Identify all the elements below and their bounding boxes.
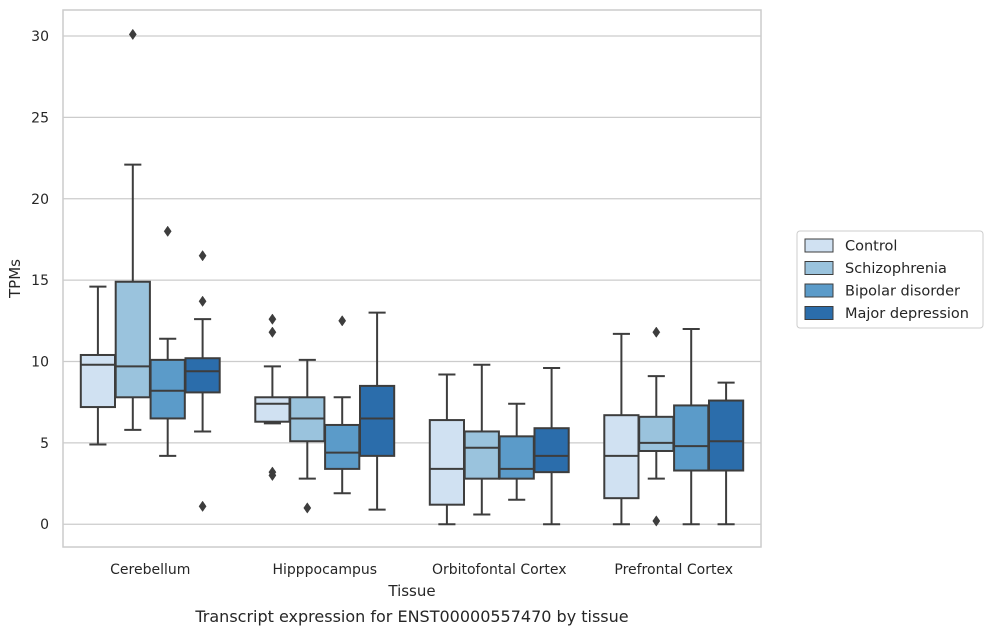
box: [498, 402, 535, 501]
box-body: [498, 435, 535, 480]
y-tick-label: 20: [31, 192, 49, 208]
x-tick-label: Cerebellum: [110, 562, 190, 578]
legend-frame: [796, 230, 984, 329]
legend: Control Schizophrenia Bipolar disorder Majo…: [796, 230, 984, 329]
box: [184, 250, 221, 512]
legend-label: Bipolar disorder: [845, 284, 960, 300]
outlier-point: [268, 469, 277, 482]
box-body: [707, 399, 745, 472]
box: [707, 381, 745, 526]
outlier-point: [652, 326, 661, 338]
outlier-point: [198, 295, 207, 307]
box-body: [533, 427, 570, 474]
box-body: [254, 396, 291, 423]
box: [358, 311, 396, 511]
legend-item: Bipolar disorder: [804, 283, 960, 300]
x-axis-ticks: Cerebellum Hipppocampus Orbitofontal Corte…: [110, 562, 733, 578]
box-body: [463, 430, 500, 480]
box-body: [114, 280, 151, 399]
box: [254, 313, 291, 482]
box-body: [149, 358, 186, 420]
legend-label: Control: [845, 239, 897, 255]
box-body: [673, 404, 710, 472]
box-body: [638, 415, 675, 452]
legend-swatch: [804, 238, 834, 253]
y-tick-label: 15: [31, 273, 49, 289]
outlier-point: [652, 515, 661, 527]
box: [114, 28, 151, 431]
plot-frame: [62, 9, 762, 548]
y-axis-ticks: 0 5 10 15 20 25 30: [31, 29, 49, 533]
box: [673, 327, 710, 526]
y-tick-label: 5: [40, 436, 49, 452]
box: [289, 358, 326, 514]
outlier-point: [338, 315, 347, 327]
outlier-point: [268, 313, 277, 325]
box: [428, 373, 466, 526]
box-body: [358, 384, 396, 457]
outlier-point: [128, 28, 137, 41]
outlier-point: [303, 502, 312, 514]
y-tick-label: 25: [31, 110, 49, 126]
legend-label: Major depression: [845, 306, 969, 322]
outlier-point: [163, 225, 172, 237]
box-body: [184, 357, 221, 394]
figure-caption: Transcript expression for ENST0000055747…: [194, 607, 628, 626]
box: [324, 315, 361, 495]
box: [533, 367, 570, 526]
box: [638, 326, 675, 527]
legend-swatch: [804, 261, 834, 275]
y-tick-label: 0: [40, 517, 49, 533]
legend-item: Control: [804, 238, 897, 255]
box-body: [79, 353, 117, 409]
box: [149, 225, 186, 457]
x-tick-label: Hipppocampus: [272, 562, 377, 578]
box: [463, 363, 500, 516]
box: [79, 285, 117, 446]
outlier-point: [198, 500, 207, 512]
x-tick-label: Prefrontal Cortex: [614, 562, 733, 578]
x-tick-label: Orbitofontal Cortex: [432, 562, 567, 578]
legend-swatch: [804, 306, 834, 320]
boxes: [79, 28, 745, 527]
legend-item: Schizophrenia: [804, 261, 947, 277]
y-tick-label: 10: [31, 354, 49, 370]
y-tick-label: 30: [31, 29, 49, 45]
x-axis-label: Tissue: [387, 582, 435, 600]
box: [603, 332, 640, 526]
legend-swatch: [804, 283, 834, 298]
outlier-point: [198, 250, 207, 262]
box-body: [428, 419, 466, 506]
y-axis-label: TPMs: [6, 259, 24, 299]
legend-label: Schizophrenia: [845, 261, 947, 277]
legend-item: Major depression: [804, 306, 969, 322]
outlier-point: [268, 326, 277, 338]
box-body: [324, 423, 361, 470]
